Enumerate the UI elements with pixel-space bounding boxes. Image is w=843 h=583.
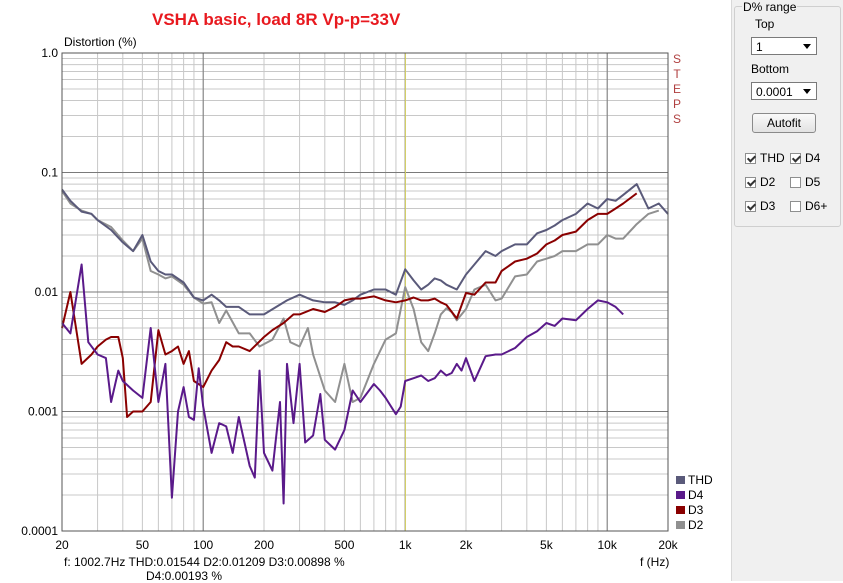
top-label: Top — [755, 17, 775, 31]
checkbox-box[interactable] — [790, 152, 801, 164]
x-tick-label: 500 — [334, 538, 354, 552]
checkbox-d2[interactable]: D2 — [745, 175, 775, 189]
legend-label: THD — [688, 473, 713, 487]
checkbox-thd[interactable]: THD — [745, 151, 785, 165]
checkbox-d3[interactable]: D3 — [745, 199, 775, 213]
top-select-value: 1 — [756, 40, 763, 54]
x-tick-label: 200 — [254, 538, 274, 552]
cursor-readout-line1: f: 1002.7Hz THD:0.01544 D2:0.01209 D3:0.… — [64, 555, 345, 569]
bottom-select[interactable]: 0.0001 — [751, 82, 817, 100]
legend-swatch — [676, 476, 685, 484]
steps-letter: S — [672, 112, 681, 126]
checkbox-d6plus[interactable]: D6+ — [790, 199, 827, 213]
checkbox-label: D6+ — [805, 199, 828, 213]
legend-swatch — [676, 521, 685, 529]
legend-label: D2 — [688, 518, 704, 532]
series-line-thd — [61, 183, 669, 316]
checkbox-box[interactable] — [745, 152, 756, 164]
checkbox-box[interactable] — [745, 176, 756, 188]
group-title: D% range — [742, 0, 798, 14]
chevron-down-icon — [803, 89, 811, 94]
y-tick-label: 0.01 — [35, 285, 59, 299]
y-tick-label: 1.0 — [41, 46, 58, 60]
x-tick-label: 2k — [460, 538, 474, 552]
legend-item-d2: D2 — [676, 518, 703, 532]
series-line-d3 — [61, 192, 638, 418]
plot-frame — [61, 52, 669, 532]
checkbox-label: D5 — [805, 175, 821, 189]
steps-label: S T E P S — [672, 52, 682, 127]
y-tick-label: 0.0001 — [21, 524, 58, 538]
legend-label: D4 — [688, 488, 704, 502]
checkbox-label: D3 — [760, 199, 776, 213]
checkbox-label: D4 — [805, 151, 821, 165]
bottom-label: Bottom — [751, 62, 790, 76]
x-tick-label: 50 — [136, 538, 150, 552]
checkbox-label: THD — [760, 151, 785, 165]
steps-letter: S — [672, 52, 681, 66]
y-tick-label: 0.1 — [41, 166, 58, 180]
bottom-select-value: 0.0001 — [756, 85, 793, 99]
autofit-button[interactable]: Autofit — [752, 113, 816, 133]
checkbox-box[interactable] — [790, 176, 801, 188]
checkbox-label: D2 — [760, 175, 776, 189]
checkbox-box[interactable] — [790, 200, 801, 212]
x-tick-label: 100 — [193, 538, 213, 552]
x-tick-label: 20 — [55, 538, 69, 552]
distortion-range-group: D% range Top 1 Bottom 0.0001 Autofit THD… — [734, 0, 841, 227]
series-line-d4 — [61, 263, 624, 505]
x-tick-label: 1k — [399, 538, 413, 552]
x-tick-label: 20k — [658, 538, 678, 552]
y-axis-label: Distortion (%) — [64, 35, 137, 49]
checkbox-d4[interactable]: D4 — [790, 151, 820, 165]
legend-item-d3: D3 — [676, 503, 703, 517]
x-tick-label: 5k — [540, 538, 554, 552]
legend-swatch — [676, 491, 685, 499]
series-line-d2 — [61, 190, 660, 403]
legend-item-d4: D4 — [676, 488, 703, 502]
legend-label: D3 — [688, 503, 704, 517]
side-panel: D% range Top 1 Bottom 0.0001 Autofit THD… — [731, 0, 843, 581]
chevron-down-icon — [803, 44, 811, 49]
cursor-readout-line2: D4:0.00193 % — [146, 569, 223, 583]
steps-letter: T — [673, 67, 681, 81]
y-tick-label: 0.001 — [28, 405, 58, 419]
steps-letter: E — [672, 82, 681, 96]
checkbox-d5[interactable]: D5 — [790, 175, 820, 189]
legend-swatch — [676, 506, 685, 514]
chart-title: VSHA basic, load 8R Vp-p=33V — [152, 10, 401, 29]
steps-letter: P — [672, 97, 681, 111]
checkbox-box[interactable] — [745, 200, 756, 212]
x-tick-label: 10k — [598, 538, 618, 552]
x-axis-label: f (Hz) — [640, 555, 670, 569]
top-select[interactable]: 1 — [751, 37, 817, 55]
legend-item-thd: THD — [676, 473, 713, 487]
